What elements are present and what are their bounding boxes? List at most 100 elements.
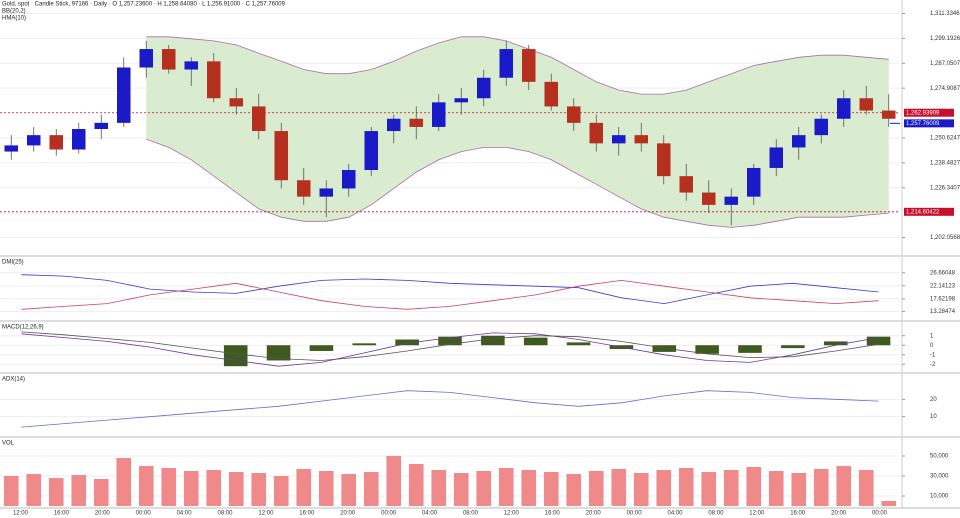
bar [161, 468, 177, 506]
x-tick-label: 00:00 [872, 511, 888, 517]
bar [652, 345, 677, 352]
x-tick-label: 20:00 [340, 511, 356, 517]
bar [183, 471, 199, 506]
bar [296, 469, 312, 506]
bar [206, 470, 222, 506]
bar [881, 501, 897, 506]
candle-body [724, 196, 738, 205]
bar [866, 336, 891, 346]
bar [543, 472, 559, 506]
candle-body [814, 118, 828, 136]
candle-body [747, 167, 761, 197]
candle-body [454, 98, 468, 103]
bar [273, 476, 289, 506]
candle-body [319, 188, 333, 197]
y-tick-label: 1,287.05070 [930, 61, 960, 67]
bar [566, 474, 582, 506]
x-tick-label: 08:00 [463, 511, 479, 517]
candle-body [387, 118, 401, 132]
bar [813, 469, 829, 506]
bar [768, 471, 784, 506]
candle-body [184, 61, 198, 70]
indicator-line [21, 390, 879, 428]
bar [498, 468, 514, 506]
x-tick-label: 20:00 [586, 511, 602, 517]
y-tick-label: 30,000 [930, 474, 949, 480]
x-tick-label: 00:00 [627, 511, 643, 517]
y-tick-label: 1,299.19268 [930, 36, 960, 42]
candle-body [297, 180, 311, 197]
y-tick-label: 1 [930, 333, 934, 339]
panel-title: ADX(14) [2, 377, 25, 383]
x-tick-label: 12:00 [749, 511, 765, 517]
bar [521, 470, 537, 506]
candle-body [139, 49, 153, 68]
candle-body [477, 77, 491, 99]
bar [266, 345, 291, 361]
panel-title: VOL [2, 441, 15, 447]
level-label: 1,262.93909 [906, 110, 940, 116]
candle-body [589, 122, 603, 144]
candle-body [27, 135, 41, 146]
bar [251, 473, 267, 506]
y-tick-label: 1,202.05682 [930, 235, 960, 241]
bar [678, 468, 694, 506]
bar [481, 335, 505, 346]
y-tick-label: 22.14123 [930, 283, 956, 289]
x-tick-label: 00:00 [136, 511, 152, 517]
candle-body [657, 143, 671, 177]
level-tag [904, 207, 954, 216]
level-label: 1,214.60422 [906, 209, 940, 215]
y-tick-label: 10,000 [930, 494, 949, 500]
bar [453, 473, 469, 506]
x-tick-label: 04:00 [667, 511, 683, 517]
candle-body [567, 106, 581, 123]
bar [701, 472, 717, 506]
indicator-line [21, 332, 879, 367]
candle-body [364, 131, 378, 170]
candle-body [207, 61, 221, 99]
candle-body [612, 135, 626, 144]
y-tick-label: 1,311.33466 [930, 11, 960, 17]
candle-body [342, 170, 356, 189]
bar [723, 470, 739, 506]
x-tick-label: 16:00 [545, 511, 561, 517]
candle-body [162, 49, 176, 70]
y-tick-label: 13.28474 [930, 309, 956, 315]
y-tick-label: 10 [930, 414, 937, 420]
band-fill [146, 36, 889, 228]
y-tick-label: -2 [930, 362, 936, 368]
candle-body [432, 102, 446, 127]
candle-body [792, 135, 806, 148]
bar [781, 345, 805, 349]
bar [695, 345, 719, 354]
bar [352, 343, 377, 346]
x-tick-label: 12:00 [13, 511, 29, 517]
y-tick-label: 0 [930, 343, 934, 349]
bar [611, 469, 627, 506]
chart-title: Gold, spot · Candle Stick, 97166 · Daily… [2, 2, 286, 8]
candle-body [837, 98, 851, 119]
y-tick-label: 17.62198 [930, 296, 956, 302]
bar [93, 479, 109, 506]
panel-title: DMI(25) [2, 260, 24, 266]
bar [633, 473, 649, 506]
indicator-line [21, 331, 879, 361]
candle-body [94, 122, 108, 129]
y-tick-label: 26.66048 [930, 270, 956, 276]
candle-body [499, 49, 513, 78]
bar [738, 345, 762, 353]
bar [566, 342, 591, 346]
bar [746, 467, 762, 506]
x-tick-label: 12:00 [504, 511, 520, 517]
last-price-tag [904, 119, 954, 128]
candle-body [702, 192, 716, 205]
bar [138, 466, 154, 506]
bar [3, 476, 19, 506]
band-lower [146, 138, 889, 228]
y-tick-label: -1 [930, 352, 936, 358]
bar [476, 471, 492, 506]
indicator-line [21, 274, 879, 305]
